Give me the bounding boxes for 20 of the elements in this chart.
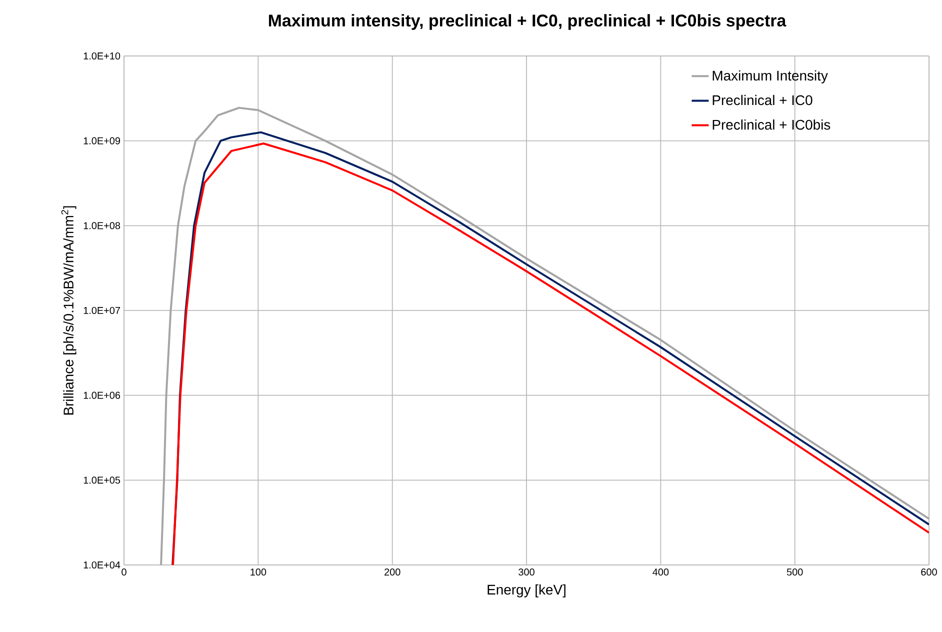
y-tick-label: 1.0E+08 <box>84 222 120 230</box>
x-tick-label: 200 <box>384 568 400 576</box>
y-tick-label: 1.0E+09 <box>84 137 120 144</box>
legend-label: Preclinical + IC0bis <box>712 119 830 130</box>
x-tick-label: 500 <box>786 568 803 576</box>
x-tick-label: 400 <box>652 568 669 576</box>
y-tick-label: 1.0E+05 <box>84 476 120 484</box>
x-tick-label: 100 <box>250 568 266 576</box>
y-tick-label: 1.0E+10 <box>84 52 120 60</box>
y-tick-label: 1.0E+04 <box>84 561 120 569</box>
x-axis-title: Energy [keV] <box>488 584 566 598</box>
y-axis-title: Brilliance [ph/s/0.1%BW/mA/mm$^{2}$] <box>61 206 76 415</box>
y-tick-label: 1.0E+06 <box>84 392 120 399</box>
x-tick-label: 600 <box>921 568 937 576</box>
legend-label: Maximum Intensity <box>712 70 828 84</box>
chart-title: Maximum intensity, preclinical + IC0, preclinical + IC0bis spectra <box>268 14 786 30</box>
x-tick-label: 0 <box>122 568 126 576</box>
x-tick-label: 300 <box>518 568 534 576</box>
y-tick-label: 1.0E+07 <box>84 306 120 314</box>
legend-label: Preclinical + IC0 <box>712 94 812 106</box>
